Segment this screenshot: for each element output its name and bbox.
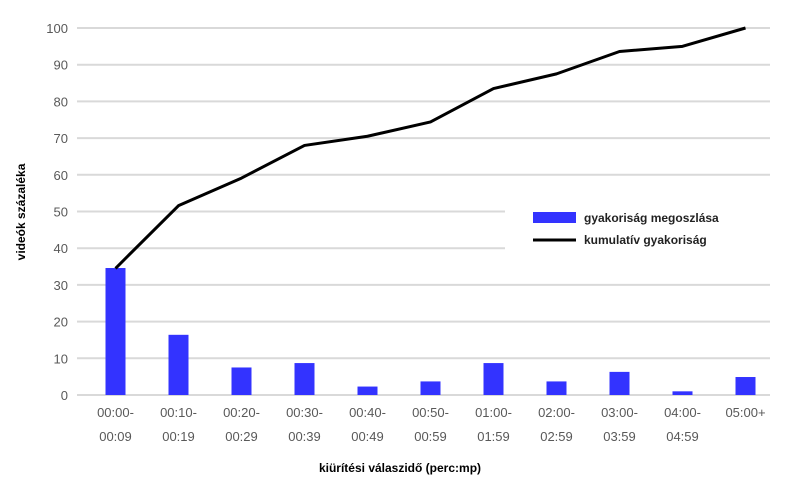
bar-series bbox=[105, 268, 756, 395]
legend-label-bar: gyakoriság megoszlása bbox=[584, 211, 719, 225]
x-tick-label: 00:50- bbox=[412, 405, 449, 420]
y-tick-label: 70 bbox=[54, 131, 68, 146]
legend-swatch-bar bbox=[533, 212, 576, 223]
bar bbox=[735, 377, 756, 395]
bar bbox=[483, 363, 504, 395]
bar bbox=[294, 363, 315, 395]
x-axis-title: kiürítési válaszidő (perc:mp) bbox=[319, 461, 481, 475]
legend: gyakoriság megoszlása kumulatív gyakoris… bbox=[505, 198, 775, 258]
y-tick-label: 80 bbox=[54, 94, 68, 109]
y-axis-title: videók százaléka bbox=[14, 163, 28, 260]
x-tick-label: 03:00- bbox=[601, 405, 638, 420]
y-tick-label: 50 bbox=[54, 205, 68, 220]
y-tick-label: 30 bbox=[54, 278, 68, 293]
cumulative-line bbox=[114, 26, 746, 270]
x-tick-label: 00:00- bbox=[97, 405, 134, 420]
y-tick-label: 100 bbox=[46, 21, 68, 36]
x-tick-label: 00:59 bbox=[414, 429, 447, 444]
x-tick-label: 00:29 bbox=[225, 429, 258, 444]
y-tick-label: 60 bbox=[54, 168, 68, 183]
x-tick-label: 02:00- bbox=[538, 405, 575, 420]
y-tick-label: 20 bbox=[54, 315, 68, 330]
y-tick-label: 10 bbox=[54, 351, 68, 366]
y-tick-label: 40 bbox=[54, 241, 68, 256]
bar bbox=[672, 391, 693, 395]
x-tick-label: 00:20- bbox=[223, 405, 260, 420]
y-tick-label: 0 bbox=[61, 388, 68, 403]
bar bbox=[105, 268, 126, 395]
x-tick-label: 00:30- bbox=[286, 405, 323, 420]
bar bbox=[609, 371, 630, 395]
legend-label-line: kumulatív gyakoriság bbox=[584, 233, 707, 247]
gridlines bbox=[77, 27, 770, 396]
x-tick-label: 00:49 bbox=[351, 429, 384, 444]
y-tick-label: 90 bbox=[54, 58, 68, 73]
line-series bbox=[114, 26, 746, 270]
bar bbox=[420, 381, 441, 395]
x-tick-label: 04:00- bbox=[664, 405, 701, 420]
x-tick-label: 03:59 bbox=[603, 429, 636, 444]
bar bbox=[168, 334, 189, 395]
x-tick-label: 04:59 bbox=[666, 429, 699, 444]
x-tick-label: 02:59 bbox=[540, 429, 573, 444]
x-tick-label: 05:00+ bbox=[725, 405, 765, 420]
x-tick-label: 00:40- bbox=[349, 405, 386, 420]
x-tick-label: 00:19 bbox=[162, 429, 195, 444]
bar bbox=[357, 386, 378, 395]
y-axis-ticks: 0 10 20 30 40 50 60 70 80 90 100 bbox=[46, 21, 68, 403]
bar bbox=[231, 367, 252, 395]
x-tick-label: 01:00- bbox=[475, 405, 512, 420]
x-tick-label: 01:59 bbox=[477, 429, 510, 444]
bar bbox=[546, 381, 567, 395]
x-axis-ticks: 00:00- 00:09 00:10- 00:19 00:20- 00:29 00:30- 0… bbox=[97, 405, 766, 444]
x-tick-label: 00:39 bbox=[288, 429, 321, 444]
x-tick-label: 00:10- bbox=[160, 405, 197, 420]
x-tick-label: 00:09 bbox=[99, 429, 132, 444]
